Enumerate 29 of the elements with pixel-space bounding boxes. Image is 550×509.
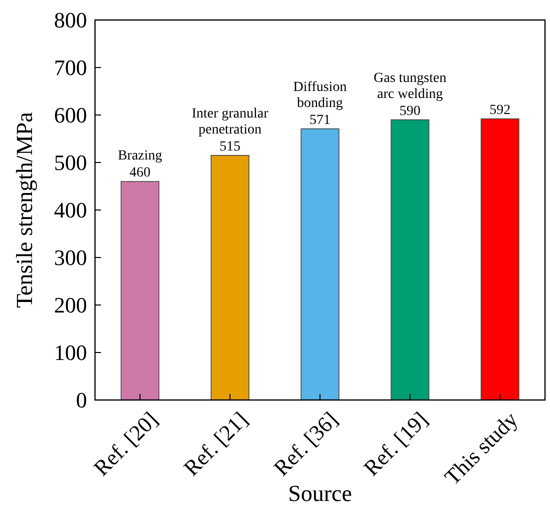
- y-tick-label: 800: [54, 8, 87, 33]
- annotation: Brazing: [118, 148, 162, 164]
- y-tick-label: 0: [76, 388, 87, 413]
- bar: [300, 128, 340, 400]
- y-tick-label: 100: [54, 340, 87, 366]
- x-axis-title: Source: [288, 481, 352, 506]
- y-axis-title: Tensile strength/MPa: [12, 112, 37, 308]
- data-label: 571: [310, 112, 330, 128]
- bar: [390, 119, 430, 400]
- y-tick-label: 200: [54, 292, 87, 318]
- bar: [120, 181, 160, 400]
- annotation: Diffusion bonding: [293, 80, 347, 111]
- y-tick-label: 300: [54, 245, 87, 270]
- y-tick-label: 400: [54, 198, 87, 223]
- annotation: Gas tungsten arc welding: [374, 70, 446, 102]
- annotation: Inter granular penetration: [192, 106, 269, 138]
- x-tick-label: Ref. [21]: [178, 406, 252, 481]
- y-tick-label: 500: [54, 150, 87, 176]
- x-tick-label: Ref. [20]: [88, 406, 162, 481]
- y-tick-label: 700: [54, 55, 87, 80]
- bar: [210, 154, 250, 400]
- data-label: 515: [220, 139, 240, 154]
- data-label: 460: [130, 166, 150, 180]
- bar: [480, 118, 520, 400]
- data-label: 592: [490, 102, 510, 118]
- x-tick-label: Ref. [36]: [268, 406, 342, 481]
- y-tick-label: 600: [54, 102, 87, 128]
- x-tick-label: Ref. [19]: [358, 406, 432, 481]
- data-label: 590: [400, 104, 420, 119]
